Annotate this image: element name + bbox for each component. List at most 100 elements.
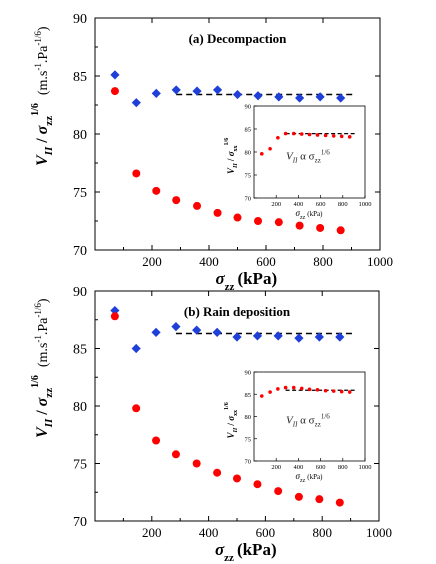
inset-y-tick-label: 85 (245, 127, 252, 134)
series-diamond-point (335, 332, 345, 342)
inset-x-tick-label: 600 (316, 464, 326, 471)
series-circle-point (316, 223, 325, 232)
inset-circle-point (299, 386, 304, 391)
y-tick-label: 70 (73, 244, 87, 259)
series-diamond-point (212, 327, 222, 337)
inset-x-tick-label: 400 (294, 464, 304, 471)
inset-x-tick-label: 600 (316, 201, 326, 208)
inset-circle-point (283, 131, 288, 136)
series-circle-point (254, 217, 263, 225)
inset-x-tick-label: 400 (294, 201, 304, 208)
series-diamond-point (336, 93, 346, 103)
y-tick-label: 90 (73, 12, 87, 27)
series-diamond-point (110, 70, 120, 80)
inset-y-tick-label: 80 (245, 150, 252, 157)
series-diamond-point (110, 305, 120, 316)
inset-y-axis-label: VII / σxx1/6 (224, 138, 239, 174)
inset-y-tick-label: 85 (245, 392, 252, 399)
inset-annotation: VII α σzz1/6 (286, 413, 330, 429)
inset-circle-point (331, 389, 336, 393)
inset-y-tick-label: 70 (245, 459, 252, 466)
series-diamond-point (232, 332, 242, 342)
x-tick-label: 1000 (366, 525, 392, 540)
inset-y-tick-label: 90 (245, 104, 252, 111)
series-circle-point (233, 213, 242, 222)
series-diamond-point (131, 98, 141, 108)
panel-top: 200 400 600 800 1000 70 75 80 85 90 (a) Decompacti… (30, 12, 393, 293)
inset-x-tick-label: 800 (338, 201, 348, 208)
series-diamond-point (294, 333, 304, 343)
inset-circle-point (323, 133, 328, 138)
series-circle-point (274, 218, 283, 227)
series-circle-point (172, 196, 181, 205)
inset-y-tick-label: 80 (245, 414, 252, 421)
series-diamond-point (171, 322, 181, 332)
series-circle-point (213, 208, 222, 217)
y-tick-label: 90 (73, 285, 87, 300)
inset-circle-point (268, 390, 272, 394)
series-diamond-point (131, 343, 141, 354)
inset-y-axis-label: VII / σxx1/6 (224, 402, 239, 438)
inset-x-axis-label: σzz (kPa) (296, 471, 324, 484)
panel-bottom: 200 400 600 800 1000 70 75 80 85 90 (b) Rain depos… (30, 285, 392, 564)
inset-circle-point (283, 385, 288, 390)
inset-circle-point (276, 387, 280, 391)
y-axis-label: VII / σzz1/6(m.s-1.Pa-1/6) (30, 26, 55, 166)
y-tick-label: 85 (73, 70, 87, 85)
inset-y-tick-label: 75 (245, 436, 252, 443)
x-tick-label: 800 (313, 254, 333, 269)
series-circle-point (193, 201, 202, 210)
series-diamond-point (212, 85, 223, 95)
series-circle-point (152, 436, 161, 445)
inset-circle-point (315, 388, 320, 392)
inset-y-tick-label: 75 (245, 173, 252, 180)
inset-circle-point (299, 132, 304, 136)
series-diamond-point (274, 92, 284, 102)
inset-frame (253, 371, 366, 462)
inset-circle-point (347, 390, 352, 394)
series-diamond-point (314, 332, 324, 342)
inset-circle-point (307, 132, 312, 137)
series-circle-point (336, 226, 345, 235)
series-diamond-point (273, 331, 283, 341)
series-diamond-point (151, 88, 161, 98)
inset-circle-point (276, 135, 280, 140)
series-circle-point (132, 404, 141, 413)
inset-circle-point (323, 388, 328, 393)
series-circle-point (335, 498, 344, 507)
inset-circle-point (307, 387, 312, 392)
inset-circle-point (259, 152, 264, 156)
x-axis-label: σzz (kPa) (215, 540, 277, 564)
x-tick-label: 1000 (367, 254, 393, 269)
series-circle-point (294, 492, 303, 501)
y-tick-label: 75 (73, 186, 87, 201)
x-tick-label: 400 (199, 525, 219, 540)
series-circle-point (110, 312, 119, 321)
x-tick-label: 600 (256, 254, 276, 269)
series-diamond-point (315, 92, 325, 102)
x-tick-label: 800 (312, 525, 332, 540)
inset-circle-point (259, 394, 264, 398)
inset-circle-point (315, 133, 320, 137)
inset-x-tick-label: 1000 (359, 464, 372, 471)
series-circle-point (315, 495, 324, 504)
inset-circle-point (268, 146, 272, 151)
series-diamond-point (252, 331, 263, 341)
series-circle-point (253, 480, 262, 489)
series-diamond-point (171, 85, 181, 95)
inset-x-axis-label: σzz (kPa) (296, 208, 324, 221)
inset-x-tick-label: 800 (338, 464, 348, 471)
inset-circle-point (291, 385, 296, 390)
series-diamond-point (151, 327, 161, 337)
series-circle-point (192, 459, 201, 468)
x-axis-label: σzz (kPa) (216, 269, 278, 293)
x-tick-label: 400 (199, 254, 219, 269)
inset-y-tick-label: 90 (245, 370, 252, 377)
panel-title: (a) Decompaction (189, 31, 288, 46)
inset-x-tick-label: 200 (271, 464, 281, 471)
series-circle-point (274, 487, 283, 496)
series-diamond-point (253, 91, 263, 101)
y-axis-label: VII / σzz1/6(m.s-1.Pa-1/6) (30, 298, 55, 438)
series-circle-point (152, 186, 161, 195)
